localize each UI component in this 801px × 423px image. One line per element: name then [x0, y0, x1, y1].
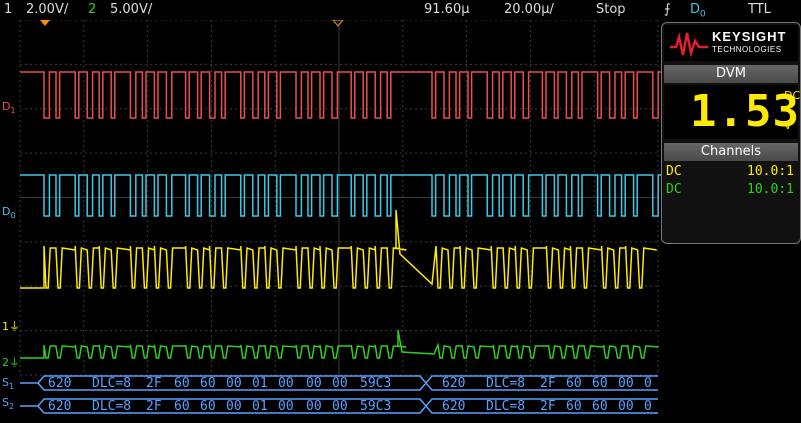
channel-2-probe: 10.0:1	[747, 182, 794, 197]
bus-field: 60	[566, 399, 582, 414]
trigger-markers	[40, 20, 344, 27]
bus-field: 60	[566, 376, 582, 391]
dvm-readout: 1.53 DC V	[664, 85, 801, 139]
bus-field: 59C3	[360, 376, 392, 391]
run-state[interactable]: Stop	[596, 2, 626, 17]
bus-field: 00	[332, 399, 348, 414]
label-s1: S1	[2, 376, 15, 392]
bus-field: 00	[226, 376, 242, 391]
bus-row-s1	[20, 375, 658, 391]
ch1-number[interactable]: 1	[4, 2, 13, 17]
bus-field: 620	[48, 376, 72, 391]
bus-s2-outline	[20, 398, 658, 414]
bus-s1-outline	[20, 375, 658, 391]
waveform-d0	[20, 174, 665, 217]
brand-sub: TECHNOLOGIES	[712, 45, 782, 54]
bus-field: 00	[618, 399, 634, 414]
bus-field: 00	[618, 376, 634, 391]
trigger-position-marker	[40, 20, 50, 26]
bus-field: 00	[306, 376, 322, 391]
dvm-title[interactable]: DVM	[664, 65, 798, 83]
bus-field: 60	[200, 399, 216, 414]
dvm-unit: V	[784, 119, 792, 132]
bus-field: 00	[332, 376, 348, 391]
bus-field: 0	[644, 376, 652, 391]
bus-field: 2F	[540, 399, 556, 414]
bus-field: 01	[252, 399, 268, 414]
label-d1: D1	[2, 100, 16, 116]
channel-2-coupling: DC	[666, 182, 682, 197]
bus-field: 60	[174, 399, 190, 414]
keysight-wave-icon	[670, 32, 708, 57]
time-reference-marker	[332, 20, 344, 27]
keysight-logo: KEYSIGHT TECHNOLOGIES	[664, 25, 798, 61]
trigger-edge-icon: ⨍	[664, 2, 671, 17]
trigger-source[interactable]: D0	[690, 2, 706, 20]
ch1-scale[interactable]: 2.00V/	[26, 2, 69, 17]
channel-row-1[interactable]: DC 10.0:1	[664, 163, 798, 181]
channels-title[interactable]: Channels	[664, 143, 798, 161]
label-s2: S2	[2, 396, 15, 412]
trigger-source-sub: 0	[700, 9, 706, 20]
bus-field: DLC=8	[486, 376, 526, 391]
ch2-number[interactable]: 2	[88, 2, 97, 17]
timebase[interactable]: 20.00µ/	[504, 2, 554, 17]
dvm-value: 1.53	[690, 86, 800, 137]
bus-field: 620	[442, 399, 466, 414]
trigger-position[interactable]: 91.60µ	[424, 2, 470, 17]
bus-field: 620	[48, 399, 72, 414]
waveform-d1	[20, 71, 665, 119]
waveform-ch1	[20, 209, 657, 289]
bus-field: 2F	[146, 399, 162, 414]
label-d0: D0	[2, 205, 16, 221]
bus-field: 00	[278, 399, 294, 414]
graticule	[19, 20, 659, 376]
bus-field: 00	[226, 399, 242, 414]
bus-field: DLC=8	[92, 376, 132, 391]
bus-field: 60	[592, 399, 608, 414]
trigger-source-letter: D	[690, 2, 701, 17]
bus-field: DLC=8	[486, 399, 526, 414]
brand-name: KEYSIGHT	[712, 29, 787, 44]
bus-field: 00	[306, 399, 322, 414]
ch2-scale[interactable]: 5.00V/	[110, 2, 153, 17]
bus-field: 00	[278, 376, 294, 391]
bus-field: 2F	[146, 376, 162, 391]
bus-field: 60	[592, 376, 608, 391]
bus-field: 01	[252, 376, 268, 391]
waveform-ch2	[20, 329, 659, 359]
bus-field: DLC=8	[92, 399, 132, 414]
channel-1-probe: 10.0:1	[747, 164, 794, 179]
bus-row-s2	[20, 398, 658, 414]
bus-field: 60	[200, 376, 216, 391]
side-panel: KEYSIGHT TECHNOLOGIES DVM 1.53 DC V Chan…	[661, 22, 801, 244]
bus-field: 60	[174, 376, 190, 391]
trigger-level[interactable]: TTL	[748, 2, 771, 17]
bus-field: 59C3	[360, 399, 392, 414]
label-ch1-ground[interactable]: 1⏚	[2, 320, 20, 333]
channel-1-coupling: DC	[666, 164, 682, 179]
bus-field: 2F	[540, 376, 556, 391]
label-ch2-ground[interactable]: 2⏚	[2, 356, 20, 369]
bus-field: 620	[442, 376, 466, 391]
dvm-mode: DC	[784, 89, 801, 102]
bus-field: 0	[644, 399, 652, 414]
channel-row-2[interactable]: DC 10.0:1	[664, 181, 798, 199]
status-bar: 1 2.00V/ 2 5.00V/ 91.60µ 20.00µ/ Stop ⨍ …	[0, 0, 801, 20]
waveform-display[interactable]	[0, 20, 801, 423]
